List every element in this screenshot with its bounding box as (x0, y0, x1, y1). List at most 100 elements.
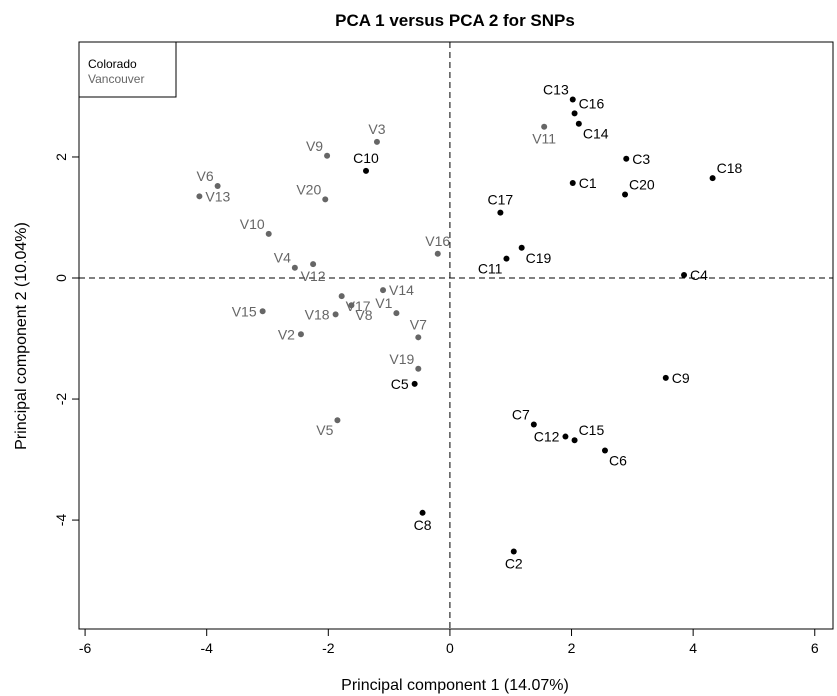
label-c6: C6 (609, 452, 627, 468)
point-v17 (338, 293, 345, 300)
label-v2: V2 (278, 326, 295, 342)
point-c12 (562, 433, 569, 440)
legend-entry-vancouver: Vancouver (88, 72, 144, 86)
x-tick-label: 0 (446, 640, 454, 656)
point-v14 (380, 287, 387, 294)
point-v1 (393, 310, 400, 317)
label-v18: V18 (305, 306, 330, 322)
label-c8: C8 (414, 517, 432, 533)
point-c2 (510, 548, 517, 555)
y-tick-label: 0 (53, 274, 69, 282)
label-v19: V19 (389, 351, 414, 367)
point-v4 (291, 264, 298, 271)
label-v20: V20 (296, 181, 321, 197)
chart-title: PCA 1 versus PCA 2 for SNPs (335, 11, 575, 30)
point-c5 (411, 380, 418, 387)
point-c20 (622, 191, 629, 198)
point-v18 (332, 311, 339, 318)
y-tick-label: -4 (53, 514, 69, 527)
reference-lines (79, 42, 833, 629)
y-axis-label: Principal component 2 (10.04%) (13, 222, 30, 450)
x-tick-label: -2 (322, 640, 335, 656)
label-c1: C1 (579, 175, 597, 191)
label-c16: C16 (579, 95, 605, 111)
point-c7 (530, 421, 537, 428)
label-v7: V7 (410, 316, 427, 332)
point-v16 (434, 250, 441, 257)
label-v15: V15 (232, 303, 257, 319)
point-v5 (334, 417, 341, 424)
label-c12: C12 (534, 429, 560, 445)
label-v3: V3 (368, 121, 385, 137)
label-v4: V4 (274, 250, 291, 266)
point-labels: C1 C2 C3 C4 C5 C6 C7 C8 C9 C10 C11 C12 C13 C14 C15 C16 C… (197, 81, 743, 571)
point-c19 (518, 244, 525, 251)
point-c10 (363, 167, 370, 174)
label-v5: V5 (316, 422, 333, 438)
y-axis: -4 -2 0 2 (53, 153, 80, 527)
x-axis-label: Principal component 1 (14.07%) (341, 677, 569, 694)
label-c2: C2 (505, 556, 523, 572)
label-v16: V16 (425, 233, 450, 249)
label-v8: V8 (355, 307, 372, 323)
label-c9: C9 (672, 370, 690, 386)
point-v3 (373, 138, 380, 145)
x-tick-label: -6 (79, 640, 92, 656)
point-c3 (623, 155, 630, 162)
data-points (196, 96, 716, 555)
point-v2 (297, 331, 304, 338)
point-v7 (415, 334, 422, 341)
point-c1 (569, 180, 576, 187)
y-tick-label: 2 (53, 153, 69, 161)
x-axis: -6 -4 -2 0 2 4 6 (79, 628, 819, 656)
label-c3: C3 (632, 151, 650, 167)
label-c19: C19 (526, 250, 552, 266)
label-v13: V13 (205, 188, 230, 204)
label-v1: V1 (375, 295, 392, 311)
label-v9: V9 (306, 138, 323, 154)
point-v15 (259, 308, 266, 315)
label-c7: C7 (512, 406, 530, 422)
point-v11 (541, 123, 548, 130)
label-v10: V10 (240, 216, 265, 232)
legend-box (78, 41, 177, 98)
plot-frame (78, 41, 834, 630)
label-c13: C13 (543, 81, 569, 97)
x-tick-label: 4 (689, 640, 697, 656)
label-c18: C18 (717, 160, 743, 176)
point-v9 (324, 152, 331, 159)
point-c6 (601, 447, 608, 454)
label-c15: C15 (579, 422, 605, 438)
label-c20: C20 (629, 176, 655, 192)
label-c5: C5 (391, 376, 409, 392)
label-v17: V17 (346, 298, 371, 314)
legend-entry-colorado: Colorado (88, 57, 137, 71)
label-v6: V6 (197, 168, 214, 184)
label-v12: V12 (301, 268, 326, 284)
label-v14: V14 (389, 282, 414, 298)
legend: Colorado Vancouver (78, 41, 177, 98)
point-v19 (415, 365, 422, 372)
point-v12 (310, 261, 317, 268)
point-c18 (709, 175, 716, 182)
label-v11: V11 (532, 131, 556, 147)
x-tick-label: 2 (568, 640, 576, 656)
label-c4: C4 (690, 267, 708, 283)
point-c4 (681, 271, 688, 278)
point-c11 (503, 255, 510, 262)
point-c9 (662, 374, 669, 381)
label-c17: C17 (488, 192, 514, 208)
point-c15 (571, 437, 578, 444)
point-v6 (214, 183, 221, 190)
point-c14 (575, 120, 582, 127)
point-c16 (571, 110, 578, 117)
point-v8 (348, 302, 355, 309)
point-c17 (497, 209, 504, 216)
point-v10 (265, 230, 272, 237)
label-c11: C11 (478, 261, 503, 277)
x-tick-label: -4 (200, 640, 213, 656)
point-c13 (569, 96, 576, 103)
label-c14: C14 (583, 126, 609, 142)
point-v13 (196, 193, 203, 200)
